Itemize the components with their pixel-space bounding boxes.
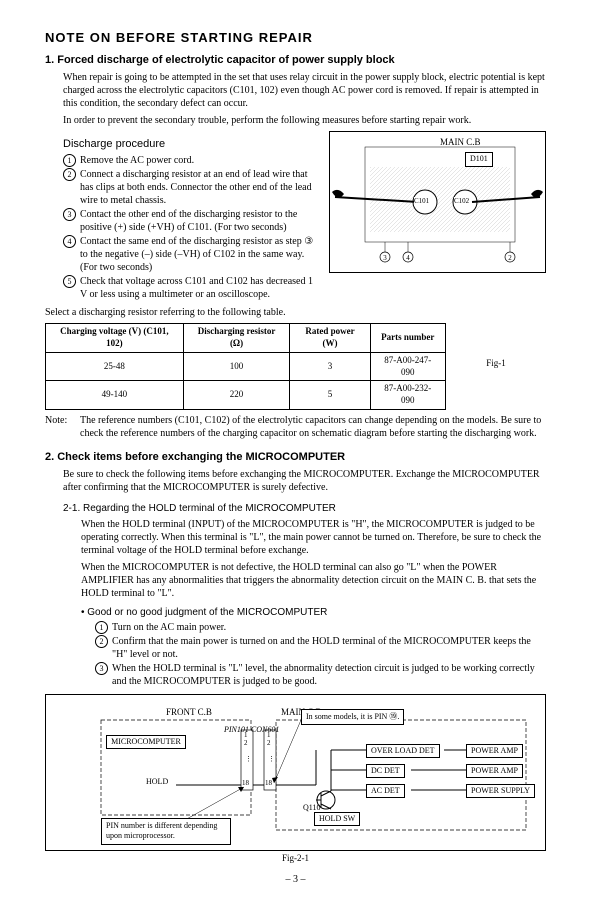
fig1-c101: C101	[414, 197, 429, 206]
discharge-heading: Discharge procedure	[63, 137, 321, 151]
section2-para1: Be sure to check the following items bef…	[63, 468, 546, 494]
section2-title: 2. Check items before exchanging the MIC…	[45, 450, 546, 464]
sub21-p1: When the HOLD terminal (INPUT) of the MI…	[81, 518, 546, 557]
note-label: Note:	[45, 414, 80, 440]
pin-note-bottom: PIN number is different depending upon m…	[101, 818, 231, 845]
page-title: NOTE ON BEFORE STARTING REPAIR	[45, 30, 546, 47]
note-text: The reference numbers (C101, C102) of th…	[80, 414, 546, 440]
td: 220	[183, 381, 290, 409]
resistor-table: Charging voltage (V) (C101, 102) Dischar…	[45, 323, 446, 409]
poweramp1-box: POWER AMP	[466, 744, 523, 758]
step-text: Contact the other end of the discharging…	[80, 208, 321, 234]
fig1-c102: C102	[454, 197, 469, 206]
step-num: 1	[63, 154, 76, 167]
hold-label: HOLD	[146, 777, 168, 787]
pin-2b: 2	[267, 739, 271, 748]
powersupply-box: POWER SUPPLY	[466, 784, 535, 798]
section1-para2: In order to prevent the secondary troubl…	[63, 114, 546, 127]
step-num: 2	[63, 168, 76, 181]
th: Rated power (W)	[290, 324, 370, 352]
pin-18: 18	[242, 779, 249, 788]
poweramp2-box: POWER AMP	[466, 764, 523, 778]
sub21-title: 2-1. Regarding the HOLD terminal of the …	[63, 502, 546, 515]
step-text: Connect a discharging resistor at an end…	[80, 168, 321, 207]
discharge-steps: 1 Remove the AC power cord. 2 Connect a di…	[63, 154, 321, 301]
pin-label: PIN101 CON601	[224, 725, 279, 735]
section1-title: 1. Forced discharge of electrolytic capa…	[45, 53, 546, 67]
td: 49-140	[46, 381, 184, 409]
step-num: 2	[95, 635, 108, 648]
step-num: 3	[95, 662, 108, 675]
step-num: 5	[63, 275, 76, 288]
fig2-label: Fig-2-1	[45, 853, 546, 865]
svg-text:2: 2	[508, 254, 512, 262]
td: 87-A00-247-090	[370, 352, 445, 380]
front-cb-label: FRONT C.B	[166, 707, 212, 719]
td: 100	[183, 352, 290, 380]
bullet-title: • Good or no good judgment of the MICROC…	[81, 606, 546, 619]
td: 3	[290, 352, 370, 380]
dcdet-box: DC DET	[366, 764, 405, 778]
step-num: 4	[63, 235, 76, 248]
td: 87-A00-232-090	[370, 381, 445, 409]
step-num: 1	[95, 621, 108, 634]
holdsw-box: HOLD SW	[314, 812, 360, 826]
svg-text:3: 3	[383, 254, 387, 262]
micro-label: MICROCOMPUTER	[106, 735, 186, 749]
fig2-diagram: FRONT C.B MAIN C.B MICROCOMPUTER HOLD PI…	[45, 694, 546, 851]
th: Charging voltage (V) (C101, 102)	[46, 324, 184, 352]
fig1-label: Fig-1	[446, 358, 546, 370]
pin-18b: 18	[265, 779, 272, 788]
step-text: Contact the same end of the discharging …	[80, 235, 321, 274]
step-text: Check that voltage across C101 and C102 …	[80, 275, 321, 301]
table-caption: Select a discharging resistor referring …	[45, 306, 446, 319]
pin-2: 2	[244, 739, 248, 748]
page-number: – 3 –	[45, 873, 546, 886]
step-text: Turn on the AC main power.	[112, 621, 546, 634]
fig1-box: MAIN C.B D101 3 4	[329, 131, 546, 273]
pin-note-top: In some models, it is PIN ⑲.	[301, 709, 404, 725]
th: Parts number	[370, 324, 445, 352]
sub21-p2: When the MICROCOMPUTER is not defective,…	[81, 561, 546, 600]
overload-box: OVER LOAD DET	[366, 744, 440, 758]
td: 5	[290, 381, 370, 409]
step-text: Confirm that the main power is turned on…	[112, 635, 546, 661]
step-text: When the HOLD terminal is "L" level, the…	[112, 662, 546, 688]
step-num: 3	[63, 208, 76, 221]
section1-para1: When repair is going to be attempted in …	[63, 71, 546, 110]
td: 25-48	[46, 352, 184, 380]
th: Discharging resistor (Ω)	[183, 324, 290, 352]
svg-text:4: 4	[406, 254, 410, 262]
step-text: Remove the AC power cord.	[80, 154, 321, 167]
acdet-box: AC DET	[366, 784, 405, 798]
